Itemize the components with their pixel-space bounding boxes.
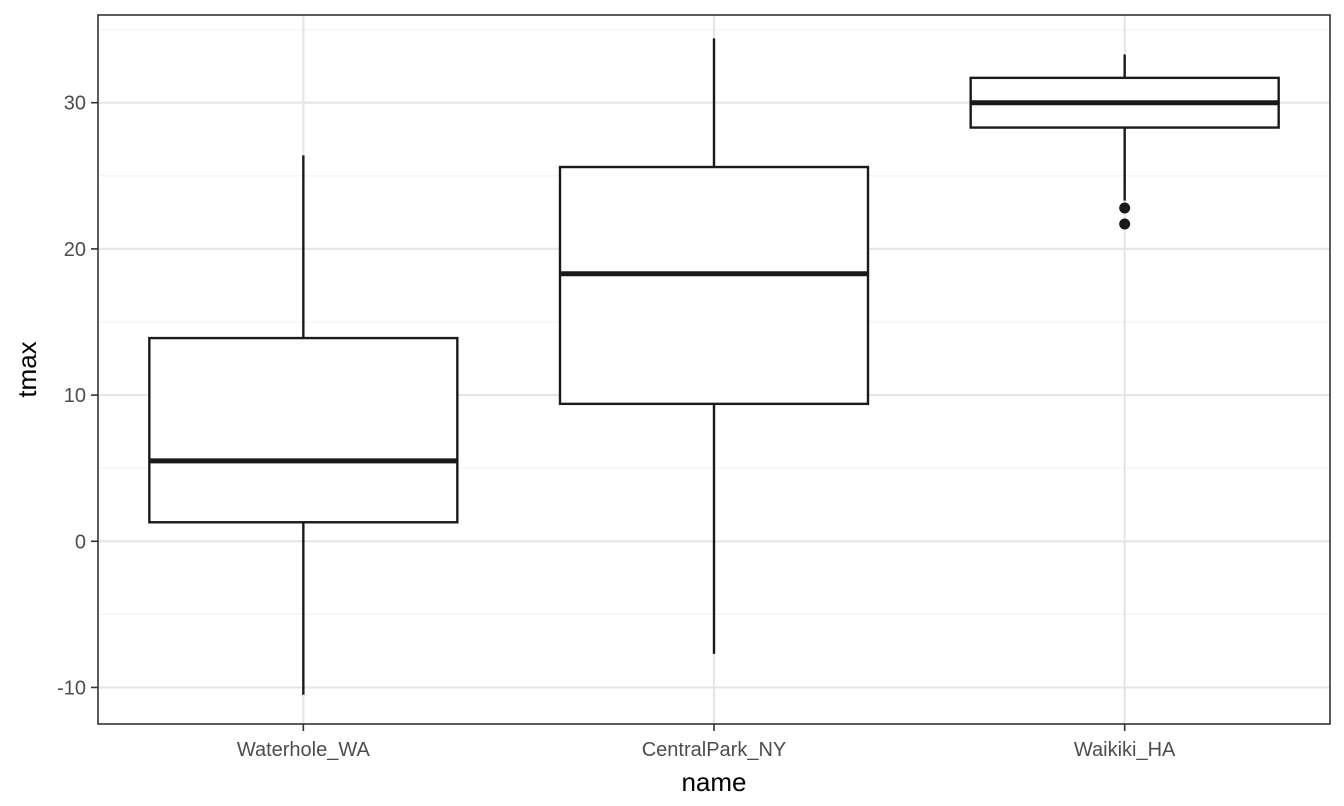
box-CentralPark_NY bbox=[558, 38, 870, 654]
box-Waikiki_HA bbox=[969, 54, 1280, 230]
box-group bbox=[148, 38, 1280, 695]
y-tick-label: 20 bbox=[64, 239, 86, 261]
y-axis-title: tmax bbox=[12, 341, 42, 397]
y-tick-label: 0 bbox=[75, 531, 86, 553]
x-axis-title: name bbox=[681, 767, 746, 797]
outlier-point bbox=[1119, 218, 1131, 230]
box-iqr bbox=[148, 336, 459, 524]
x-axis: Waterhole_WA CentralPark_NY Waikiki_HA bbox=[237, 724, 1176, 761]
x-tick-label: Waikiki_HA bbox=[1074, 739, 1176, 761]
y-tick-label: 10 bbox=[64, 385, 86, 407]
y-tick-label: -10 bbox=[57, 677, 86, 699]
outlier-point bbox=[1119, 202, 1131, 214]
y-tick-label: 30 bbox=[64, 93, 86, 115]
x-tick-label: CentralPark_NY bbox=[642, 739, 787, 761]
y-axis: -10 0 10 20 30 bbox=[57, 93, 98, 699]
box-Waterhole_WA bbox=[148, 155, 459, 695]
x-tick-label: Waterhole_WA bbox=[237, 739, 371, 761]
box-iqr bbox=[558, 165, 870, 406]
